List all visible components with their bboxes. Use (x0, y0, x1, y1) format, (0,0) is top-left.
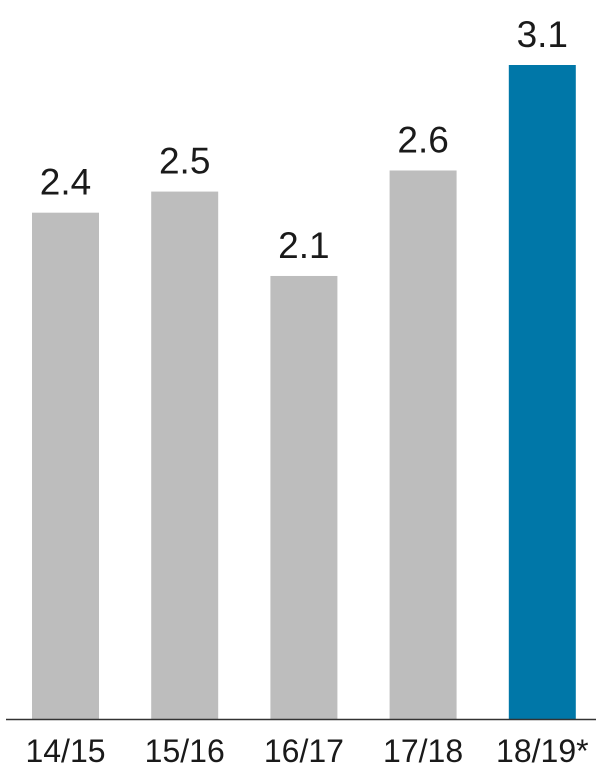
bar-17/18 (389, 170, 457, 720)
data-label-18/19*: 3.1 (517, 14, 568, 55)
bar-16/17 (270, 275, 338, 719)
x-tick-label-16/17: 16/17 (264, 733, 344, 769)
x-tick-label-18/19*: 18/19* (496, 733, 589, 769)
data-label-15/16: 2.5 (159, 141, 210, 182)
bar-15/16 (151, 191, 219, 719)
x-tick-label-14/15: 14/15 (25, 733, 105, 769)
bar-14/15 (32, 212, 99, 719)
data-label-17/18: 2.6 (397, 119, 448, 160)
bar-18/19* (508, 65, 576, 719)
data-label-16/17: 2.1 (278, 225, 329, 266)
bars-group: 2.4 2.5 2.1 2.6 3.1 (32, 14, 576, 720)
x-tick-labels-group: 14/15 15/16 16/17 17/18 18/19* (25, 733, 588, 769)
data-label-14/15: 2.4 (40, 162, 91, 203)
x-tick-label-15/16: 15/16 (145, 733, 225, 769)
x-tick-label-17/18: 17/18 (383, 733, 463, 769)
